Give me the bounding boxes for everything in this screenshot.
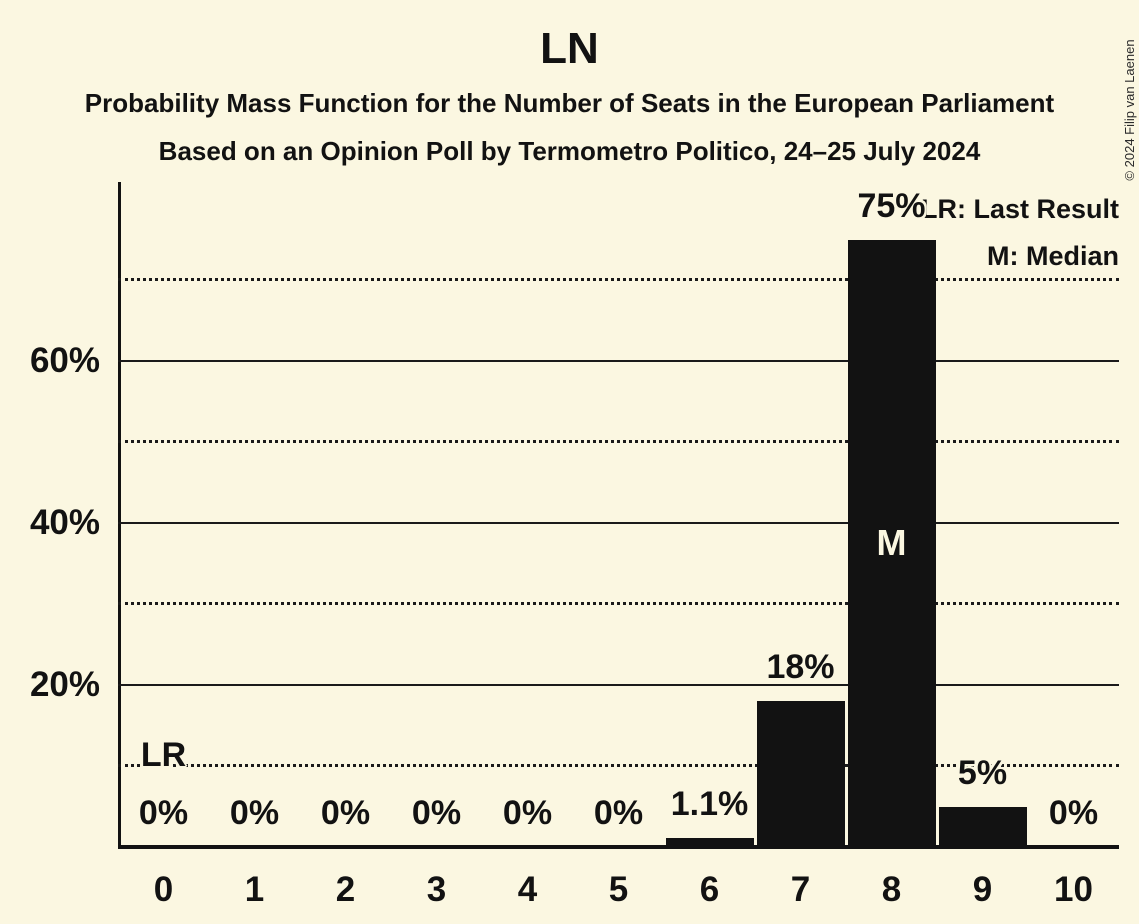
page-title: LN (540, 24, 599, 73)
gridline-solid-20 (118, 684, 1119, 686)
x-tick-0: 0 (153, 870, 174, 909)
y-tick-60: 60% (29, 341, 100, 380)
x-tick-1: 1 (244, 870, 265, 909)
bar-7 (756, 701, 845, 847)
x-axis-line (118, 845, 1119, 849)
x-tick-10: 10 (1054, 870, 1093, 909)
value-label-7: 18% (766, 648, 835, 687)
y-tick-40: 40% (29, 503, 100, 542)
x-tick-4: 4 (517, 870, 538, 909)
legend-last-result: LR: Last Result (920, 194, 1119, 224)
bar-9 (938, 806, 1027, 847)
value-label-8: 75% (857, 186, 926, 225)
y-axis-line (118, 182, 121, 849)
value-label-4: 0% (502, 794, 553, 832)
value-label-6: 1.1% (670, 785, 749, 824)
chart-subtitle: Probability Mass Function for the Number… (84, 88, 1055, 118)
median-marker: M (876, 522, 907, 564)
value-label-2: 0% (320, 794, 371, 832)
x-tick-6: 6 (699, 870, 720, 909)
chart-source-line: Based on an Opinion Poll by Termometro P… (158, 136, 981, 166)
bar-8 (847, 239, 936, 847)
chart-legend: LR: Last Result M: Median (921, 186, 1119, 280)
x-tick-8: 8 (881, 870, 902, 909)
bar-6 (665, 838, 754, 847)
legend-median: M: Median (987, 241, 1119, 271)
value-label-5: 0% (593, 794, 644, 832)
value-label-3: 0% (411, 794, 462, 832)
value-label-9: 5% (957, 753, 1008, 792)
gridline-dotted-70 (118, 278, 1119, 281)
x-tick-7: 7 (790, 870, 811, 909)
x-tick-2: 2 (335, 870, 356, 909)
value-label-10: 0% (1048, 794, 1099, 832)
y-tick-20: 20% (29, 665, 100, 704)
gridline-solid-60 (118, 360, 1119, 362)
x-tick-9: 9 (972, 870, 993, 909)
gridline-solid-40 (118, 522, 1119, 524)
value-label-0: 0% (138, 794, 189, 832)
value-label-1: 0% (229, 794, 280, 832)
x-tick-3: 3 (426, 870, 447, 909)
gridline-dotted-10 (118, 764, 1119, 767)
gridline-dotted-50 (118, 440, 1119, 443)
plot-area: 0% 0% 0% 0% 0% 0% 1.1% 18% 75% 5% 0% LR M (118, 182, 1119, 849)
gridline-dotted-30 (118, 602, 1119, 605)
x-tick-5: 5 (608, 870, 629, 909)
copyright-notice: © 2024 Filip van Laenen (1122, 39, 1137, 181)
last-result-marker: LR (140, 736, 187, 774)
